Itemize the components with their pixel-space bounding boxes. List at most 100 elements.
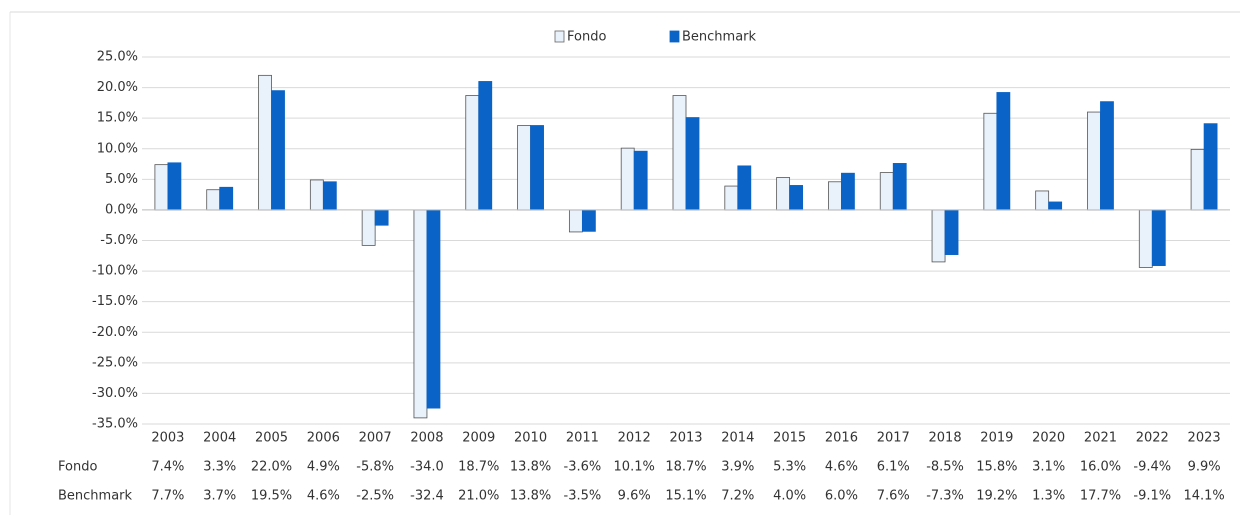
table-value: 3.7% [203,489,236,504]
x-tick-label: 2006 [307,431,340,446]
table-row-label: Fondo [58,460,97,475]
x-tick-label: 2017 [877,431,910,446]
table-value: -34.0 [410,460,444,475]
y-tick-label: -30.0% [92,386,138,401]
table-value: 22.0% [251,460,292,475]
bar [724,185,739,211]
table-value: 19.2% [976,489,1017,504]
x-tick-label: 2010 [514,431,547,446]
bar [1151,209,1166,266]
bar [1190,148,1205,211]
table-value: 15.8% [976,460,1017,475]
bar [1100,101,1114,211]
table-value: 4.0% [773,489,806,504]
bar [154,164,169,211]
bar [206,189,221,211]
table-value: 6.1% [877,460,910,475]
bar [620,147,635,211]
y-tick-label: -5.0% [100,233,138,248]
table-value: 9.9% [1188,460,1221,475]
y-tick-label: -20.0% [92,325,138,340]
x-tick-label: 2013 [669,431,702,446]
table-value: -9.4% [1133,460,1171,475]
table-value: 18.7% [458,460,499,475]
x-tick-label: 2016 [825,431,858,446]
bar [426,209,441,409]
x-tick-label: 2015 [773,431,806,446]
x-tick-label: 2021 [1084,431,1117,446]
bar [309,179,324,211]
table-value: -32.4 [410,489,444,504]
table-value: 6.0% [825,489,858,504]
x-tick-label: 2008 [410,431,443,446]
bar [322,181,337,211]
bar [931,209,946,263]
table-value: 3.9% [721,460,754,475]
x-tick-label: 2023 [1188,431,1221,446]
x-tick-label: 2020 [1032,431,1065,446]
bar [633,150,648,211]
x-tick-label: 2014 [721,431,754,446]
x-tick-label: 2003 [151,431,184,446]
table-value: 5.3% [773,460,806,475]
table-value: -3.5% [564,489,602,504]
y-tick-label: -35.0% [92,417,138,432]
table-value: 4.9% [307,460,340,475]
table-value: 3.1% [1032,460,1065,475]
x-tick-label: 2009 [462,431,495,446]
table-value: 14.1% [1183,489,1224,504]
x-tick-label: 2007 [359,431,392,446]
table-value: 16.0% [1080,460,1121,475]
bar [361,209,376,246]
bar [517,125,531,211]
legend-swatch [554,30,565,43]
x-tick-label: 2012 [618,431,651,446]
bar [828,181,842,211]
bar [581,209,596,232]
bar [672,95,687,211]
y-tick-label: 10.0% [97,141,138,156]
bar [789,185,804,211]
x-tick-label: 2005 [255,431,288,446]
y-tick-label: -25.0% [92,355,138,370]
table-value: 10.1% [614,460,655,475]
table-value: 17.7% [1080,489,1121,504]
bar [685,117,700,211]
table-value: -5.8% [356,460,394,475]
table-value: 4.6% [825,460,858,475]
bar [478,81,493,211]
bar [841,172,855,211]
table-value: 4.6% [307,489,340,504]
y-tick-label: 25.0% [97,50,138,65]
table-value: 13.8% [510,460,551,475]
table-value: 15.1% [665,489,706,504]
table-value: 9.6% [618,489,651,504]
table-value: 7.6% [877,489,910,504]
bar [996,92,1011,211]
x-tick-label: 2011 [566,431,599,446]
y-tick-label: 0.0% [105,202,138,217]
bar [944,209,959,255]
x-tick-label: 2019 [980,431,1013,446]
table-value: 1.3% [1032,489,1065,504]
y-tick-label: 5.0% [105,172,138,187]
bar [167,162,182,211]
table-value: 13.8% [510,489,551,504]
table-value: -7.3% [926,489,964,504]
legend-label: Fondo [567,30,606,45]
bar [465,95,480,211]
y-tick-label: -10.0% [92,264,138,279]
table-value: 7.4% [151,460,184,475]
x-tick-label: 2022 [1136,431,1169,446]
table-value: 21.0% [458,489,499,504]
y-tick-label: 15.0% [97,111,138,126]
table-value: 7.2% [721,489,754,504]
bar [413,209,428,419]
bar [219,186,234,211]
bar [568,209,583,233]
bar [258,74,272,211]
x-tick-label: 2004 [203,431,236,446]
table-value: 7.7% [151,489,184,504]
bar [737,165,752,211]
